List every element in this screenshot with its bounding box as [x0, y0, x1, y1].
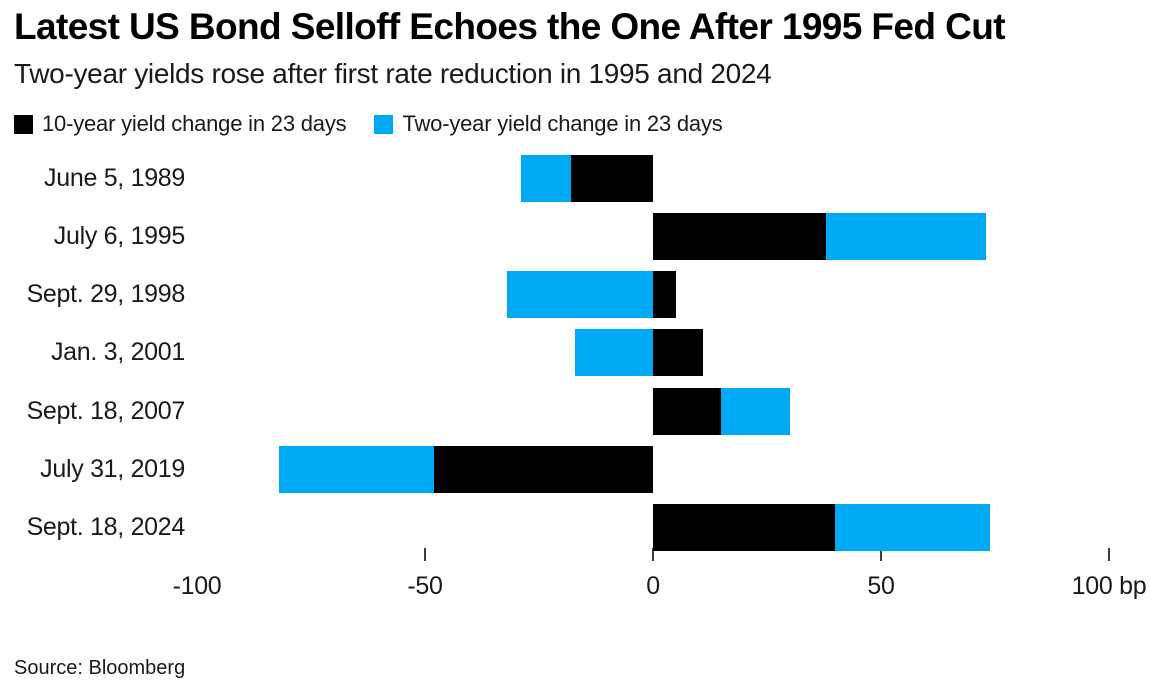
legend-label-2yr: Two-year yield change in 23 days	[402, 111, 723, 136]
bar-segment-10yr	[653, 504, 836, 551]
category-label: Jan. 3, 2001	[50, 338, 185, 366]
chart-title: Latest US Bond Selloff Echoes the One Af…	[14, 6, 1006, 47]
legend-item-10yr: 10-year yield change in 23 days	[14, 111, 347, 137]
axis-tick-label: -50	[407, 572, 443, 600]
category-label: Sept. 18, 2024	[26, 513, 186, 541]
category-label: July 31, 2019	[40, 455, 185, 483]
bar-segment-10yr	[653, 388, 722, 435]
legend-swatch-2yr-icon	[374, 114, 394, 134]
bar-segment-10yr	[434, 446, 653, 493]
chart-subtitle: Two-year yields rose after first rate re…	[14, 58, 772, 89]
axis-tick-label: 50	[867, 572, 895, 600]
bar-segment-10yr	[570, 155, 653, 202]
bar-segment-2yr	[507, 271, 653, 318]
category-label: Sept. 18, 2007	[26, 397, 186, 425]
category-label: Sept. 29, 1998	[26, 280, 186, 308]
legend-label-10yr: 10-year yield change in 23 days	[42, 111, 347, 136]
source-note: Source: Bloomberg	[14, 657, 186, 679]
category-label: July 6, 1995	[53, 222, 186, 250]
axis-tick	[880, 548, 882, 561]
axis-tick-label: 0	[646, 572, 660, 600]
bar-segment-10yr	[653, 213, 827, 260]
axis-tick	[424, 548, 426, 561]
axis-tick-label: -100	[172, 572, 222, 600]
legend-item-2yr: Two-year yield change in 23 days	[374, 111, 723, 137]
legend-swatch-10yr-icon	[14, 114, 33, 134]
axis-tick	[1108, 548, 1110, 561]
bar-segment-2yr	[575, 329, 653, 376]
axis-tick	[652, 548, 654, 561]
axis-tick-label: 100 bp	[1071, 572, 1147, 600]
category-label: June 5, 1989	[44, 164, 185, 192]
bar-segment-10yr	[653, 329, 704, 376]
bar-segment-10yr	[653, 271, 676, 318]
legend: 10-year yield change in 23 days Two-year…	[14, 111, 723, 137]
